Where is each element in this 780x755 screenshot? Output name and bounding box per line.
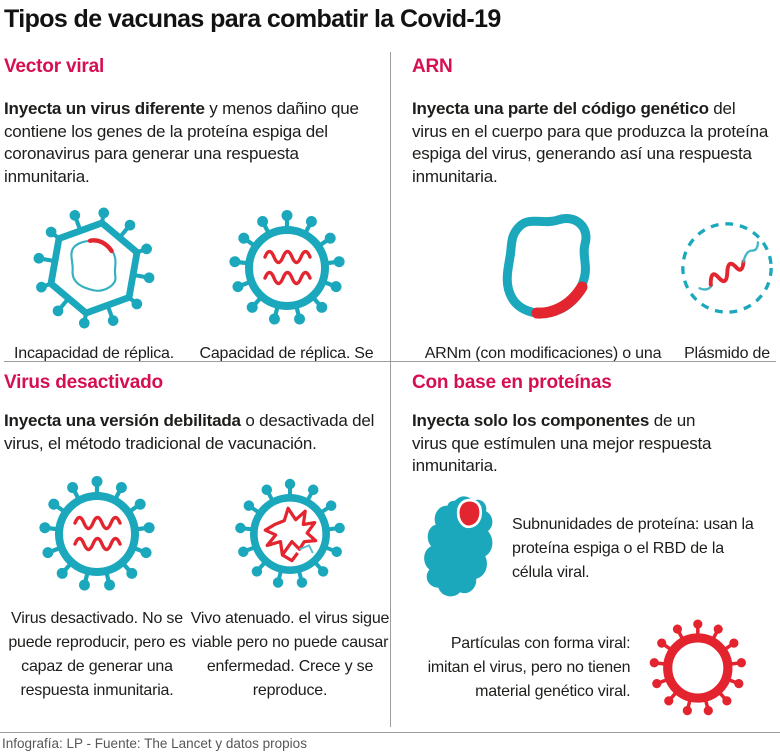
illustration-item: Virus desactivado. No se puede reproduci… [4,465,190,703]
infographic-title: Tipos de vacunas para combatir la Covid-… [4,5,501,33]
section-proteinas: Con base en proteínas Inyecta solo los c… [391,361,776,727]
title-bar: Tipos de vacunas para combatir la Covid-… [0,0,780,52]
illustration-item: Partículas con forma viral: imitan el vi… [412,612,772,724]
attenuated-virus-icon [232,477,348,592]
illustration-caption: Capacidad de réplica. Se propaga hasta c… [199,345,374,361]
mrna-loop-icon [502,214,591,319]
illustration-item: Subnunidades de proteína: usan la proteí… [412,492,772,606]
rna-virus-icon [225,206,349,330]
dna-plasmid-icon [681,222,773,315]
illustration-item: Plásmido de ADN. [674,198,776,361]
illustration-caption: Plásmido de ADN. [684,345,770,361]
description-rest: y menos dañino que contiene los genes de… [4,99,359,186]
illustration-item: Vivo atenuado. el virus sigue viable per… [190,465,390,703]
section-heading: Con base en proteínas [412,372,612,393]
illustration-caption: Partículas con forma viral: imitan el vi… [427,634,631,700]
section-heading: Vector viral [4,56,105,77]
inactivated-virus-icon [35,472,159,596]
description-lead: Inyecta un virus diferente [4,99,205,118]
description-lead: Inyecta solo los componentes [412,411,650,430]
illustration-caption: ARNm (con modificaciones) o una codifica… [424,345,662,361]
illustration-row: Virus desactivado. No se puede reproduci… [4,465,389,703]
section-virus-desactivado: Virus desactivado Inyecta una versión de… [4,361,391,727]
illustration-row: Incapacidad de réplica. No se puede prop… [4,198,376,361]
illustration-caption: Subnunidades de proteína: usan la proteí… [512,515,754,581]
footer-credit: Infografía: LP - Fuente: The Lancet y da… [0,732,780,755]
virus-like-particle-icon [647,617,749,718]
description-lead: Inyecta una parte del código genético [412,99,709,118]
illustration-caption: Vivo atenuado. el virus sigue viable per… [190,610,390,700]
section-description: Inyecta una parte del código genético de… [412,98,772,188]
description-rest: o desactivada del virus, el método tradi… [4,411,375,453]
description-rest: de un virus que estímulen una mejor resp… [412,411,712,476]
section-heading: Virus desactivado [4,372,163,393]
section-arn: ARN Inyecta una parte del código genétic… [391,52,776,361]
illustration-row: ARNm (con modificaciones) o una codifica… [412,198,773,361]
illustration-item: Capacidad de réplica. Se propaga hasta c… [184,198,389,361]
description-lead: Inyecta una versión debilitada [4,411,241,430]
section-description: Inyecta solo los componentes de un virus… [412,410,732,478]
section-vector-viral: Vector viral Inyecta un virus diferente … [4,52,391,361]
hexagon-virus-icon [21,202,167,334]
section-description: Inyecta una versión debilitada o desacti… [4,410,376,455]
description-rest: del virus en el cuerpo para que produzca… [412,99,769,186]
section-description: Inyecta un virus diferente y menos dañin… [4,98,376,188]
quadrant-grid: Vector viral Inyecta un virus diferente … [4,52,776,727]
section-heading: ARN [412,56,453,77]
illustration-caption: Incapacidad de réplica. No se puede prop… [14,345,174,361]
illustration-caption: Virus desactivado. No se puede reproduci… [8,610,186,700]
illustration-item: Incapacidad de réplica. No se puede prop… [4,198,184,361]
protein-subunit-icon [424,496,493,597]
illustration-item: ARNm (con modificaciones) o una codifica… [412,198,674,361]
